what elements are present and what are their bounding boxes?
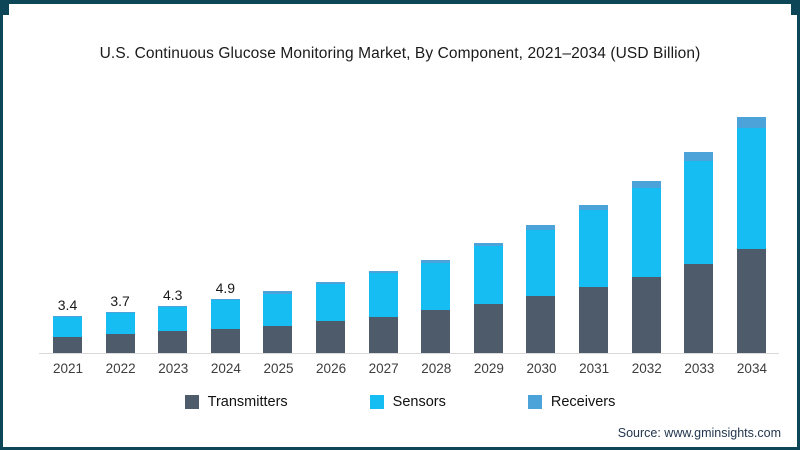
bar-segment-transmitters-2024 — [210, 328, 240, 353]
bar-segment-receivers-2028 — [421, 259, 451, 263]
x-tick-label-2029: 2029 — [473, 361, 504, 376]
bar-segment-transmitters-2026 — [316, 321, 346, 353]
bar-segment-receivers-2030 — [526, 225, 556, 230]
bar-2030 — [526, 105, 556, 353]
bar-segment-sensors-2028 — [421, 262, 451, 311]
x-tick-label-2032: 2032 — [631, 361, 662, 376]
bar-segment-transmitters-2027 — [368, 316, 398, 353]
bar-segment-receivers-2025 — [263, 291, 293, 294]
bar-segment-sensors-2031 — [579, 210, 609, 287]
bar-segment-receivers-2022 — [105, 312, 135, 314]
bar-segment-transmitters-2028 — [421, 310, 451, 353]
legend-swatch-sensors — [369, 395, 384, 409]
bar-segment-sensors-2022 — [105, 313, 135, 335]
bar-segment-sensors-2029 — [473, 246, 503, 304]
bar-2033 — [684, 105, 714, 353]
bar-segment-transmitters-2034 — [736, 248, 766, 353]
bar-segment-sensors-2027 — [368, 272, 398, 317]
bar-segment-transmitters-2021 — [53, 336, 82, 353]
bar-segment-sensors-2025 — [263, 293, 293, 326]
bar-segment-transmitters-2029 — [473, 303, 503, 353]
bar-segment-transmitters-2023 — [158, 331, 188, 353]
bar-segment-transmitters-2033 — [684, 263, 714, 353]
bar-segment-sensors-2034 — [736, 127, 766, 249]
bar-segment-receivers-2021 — [53, 315, 82, 317]
bar-segment-receivers-2033 — [684, 151, 714, 161]
legend: Transmitters Sensors Receivers — [3, 394, 797, 410]
bar-2024: 4.9 — [210, 105, 240, 353]
bar-segment-receivers-2031 — [579, 204, 609, 210]
legend-swatch-transmitters — [184, 395, 199, 409]
bar-segment-transmitters-2025 — [263, 325, 293, 353]
bar-segment-transmitters-2022 — [105, 334, 135, 353]
bar-value-label: 4.3 — [162, 286, 183, 303]
bar-segment-receivers-2024 — [210, 299, 240, 301]
x-axis-tick-labels: 2021 2022 2023 2024 2025 2026 2027 2028 2029 2030… — [53, 361, 767, 376]
x-tick-label-2022: 2022 — [105, 361, 136, 376]
bar-segment-sensors-2021 — [53, 316, 82, 337]
bar-segment-transmitters-2031 — [579, 287, 609, 353]
legend-label: Transmitters — [207, 394, 288, 410]
plot-area: 3.4 3.7 4.3 4.9 — [39, 102, 779, 354]
bar-2025 — [263, 105, 293, 353]
x-tick-label-2027: 2027 — [368, 361, 399, 376]
bar-2027 — [368, 105, 398, 353]
legend-label: Receivers — [550, 394, 616, 410]
bar-2031 — [579, 105, 609, 353]
legend-item-transmitters: Transmitters — [184, 394, 288, 410]
bar-2026 — [316, 105, 346, 353]
bar-segment-receivers-2032 — [631, 181, 661, 189]
x-axis-line — [39, 353, 779, 354]
bar-2032 — [631, 105, 661, 353]
bar-segment-receivers-2026 — [316, 281, 346, 284]
x-tick-label-2033: 2033 — [684, 361, 715, 376]
x-tick-label-2025: 2025 — [263, 361, 294, 376]
legend-item-sensors: Sensors — [369, 394, 446, 410]
x-tick-label-2034: 2034 — [736, 361, 767, 376]
bar-segment-transmitters-2032 — [631, 277, 661, 353]
bar-segment-receivers-2029 — [473, 243, 503, 247]
bar-2023: 4.3 — [158, 105, 188, 353]
bar-segment-sensors-2033 — [684, 160, 714, 264]
x-tick-label-2028: 2028 — [421, 361, 452, 376]
bar-segment-sensors-2032 — [631, 188, 661, 278]
x-tick-label-2026: 2026 — [316, 361, 347, 376]
bar-segment-sensors-2026 — [316, 283, 346, 322]
frame-corner-accent-right — [791, 4, 797, 15]
source-note: Source: www.gminsights.com — [617, 426, 781, 440]
bar-value-label: 3.7 — [110, 293, 130, 310]
bar-segment-sensors-2024 — [210, 300, 240, 329]
bar-segment-sensors-2030 — [526, 229, 556, 296]
bar-2028 — [421, 105, 451, 353]
bars-container: 3.4 3.7 4.3 4.9 — [53, 105, 766, 353]
bar-segment-receivers-2027 — [368, 270, 398, 273]
x-tick-label-2030: 2030 — [526, 361, 557, 376]
x-tick-label-2023: 2023 — [158, 361, 189, 376]
frame-corner-accent-left — [3, 4, 9, 15]
bar-2022: 3.7 — [105, 105, 135, 353]
x-tick-label-2024: 2024 — [210, 361, 241, 376]
legend-item-receivers: Receivers — [527, 394, 616, 410]
bar-segment-sensors-2023 — [158, 306, 188, 331]
legend-label: Sensors — [392, 394, 446, 410]
bar-segment-receivers-2023 — [158, 305, 188, 307]
bar-2029 — [473, 105, 503, 353]
chart-title: U.S. Continuous Glucose Monitoring Marke… — [99, 45, 701, 62]
bar-value-label: 4.9 — [215, 280, 236, 297]
bar-value-label: 3.4 — [57, 296, 78, 313]
bar-2021: 3.4 — [53, 105, 82, 353]
bar-segment-receivers-2034 — [736, 116, 766, 128]
x-tick-label-2021: 2021 — [53, 361, 84, 376]
legend-swatch-receivers — [527, 395, 542, 409]
bar-segment-transmitters-2030 — [526, 295, 556, 353]
x-tick-label-2031: 2031 — [579, 361, 610, 376]
bar-2034 — [736, 105, 766, 353]
